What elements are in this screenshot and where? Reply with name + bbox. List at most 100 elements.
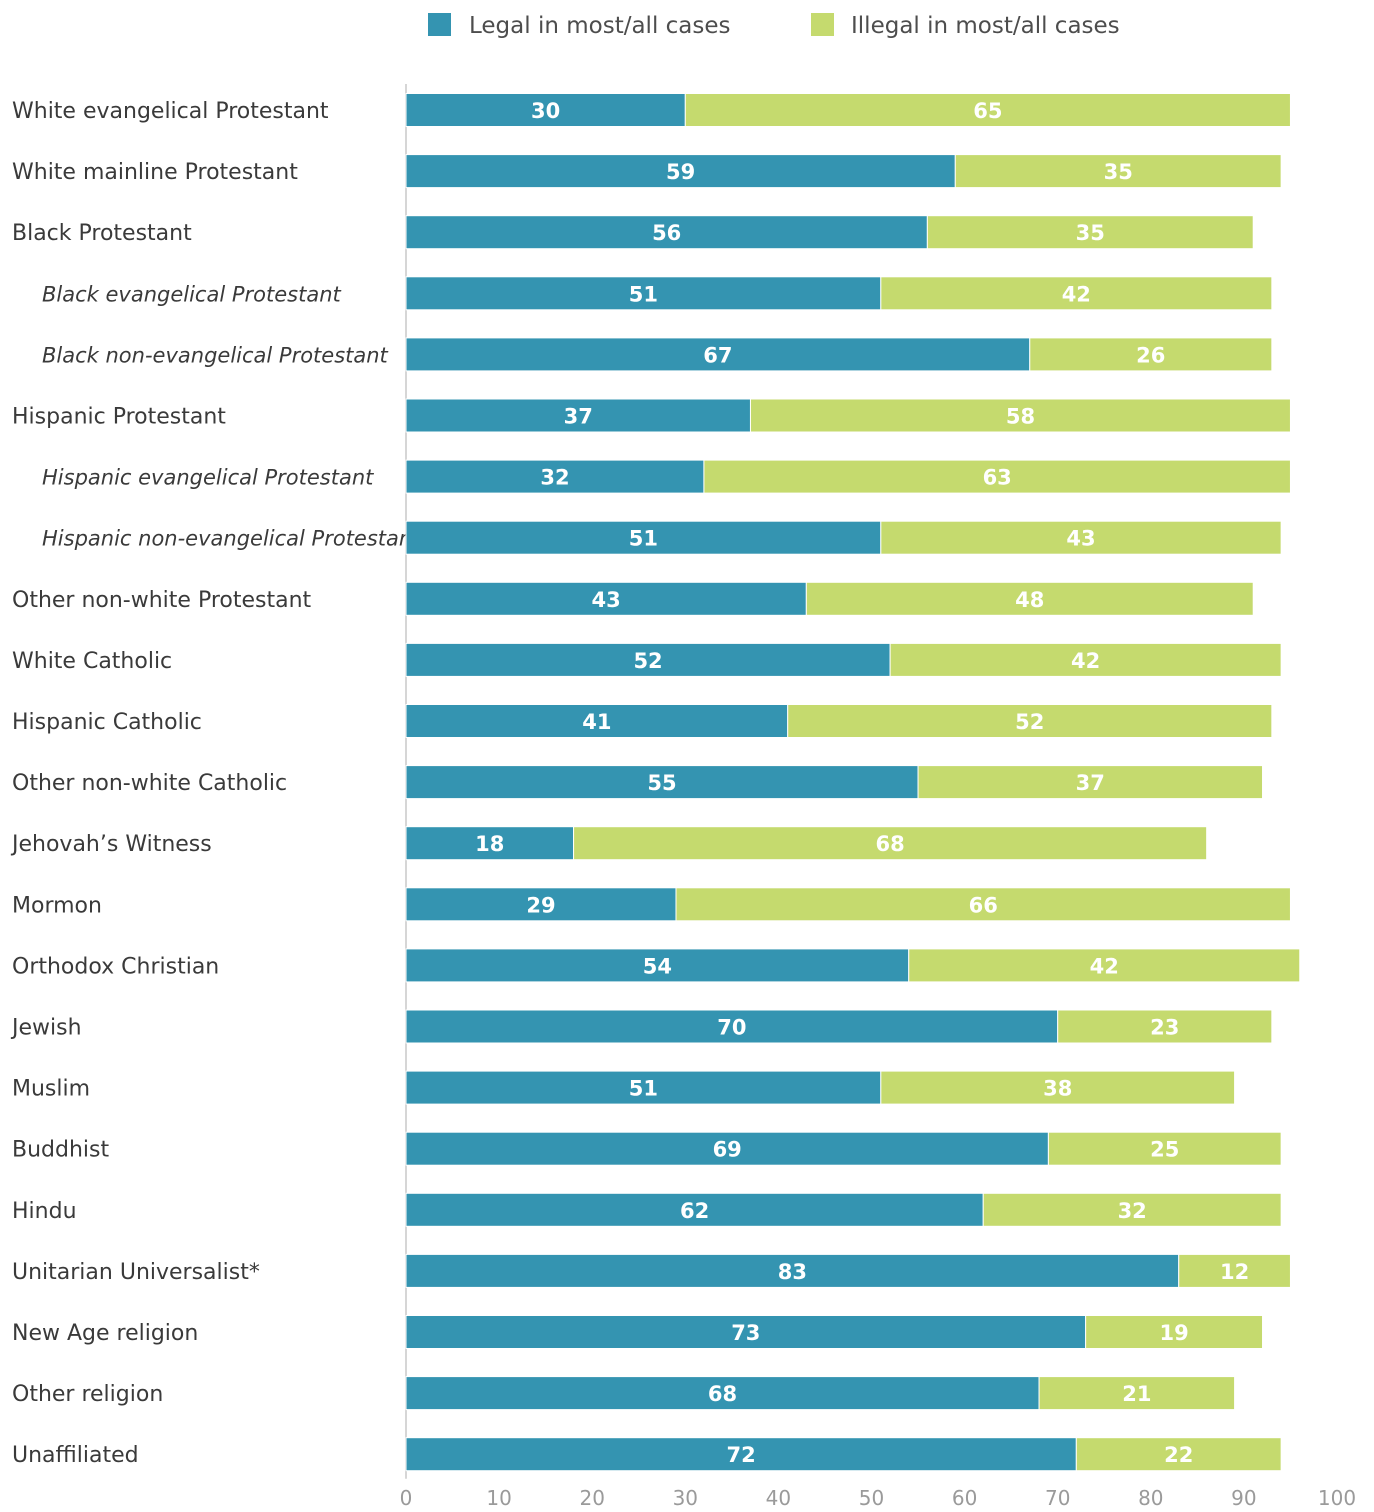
bar-legal [405,398,751,433]
bar-illegal [1029,337,1273,372]
bar-label-legal: 18 [475,832,504,856]
bar-label-illegal: 37 [1076,771,1105,795]
bar-legal [405,1192,984,1227]
bar-legal [405,1009,1059,1044]
bar-legal [405,215,928,250]
category-label: Black non-evangelical Protestant [42,343,389,367]
x-tick-label: 30 [673,1486,698,1510]
category-label: New Age religion [12,1321,198,1346]
bar-legal [405,93,686,127]
bar-label-illegal: 21 [1122,1382,1151,1406]
category-label: Jewish [10,1016,82,1041]
bar-label-legal: 51 [629,527,658,551]
category-label: Buddhist [12,1138,109,1163]
x-tick-label: 10 [486,1486,511,1510]
bar-label-legal: 30 [531,99,560,123]
category-label: White mainline Protestant [12,160,298,185]
bar-label-illegal: 58 [1006,405,1035,429]
bar-label-legal: 55 [647,771,676,795]
legend: Legal in most/all cases Illegal in most/a… [428,13,1120,39]
bar-label-legal: 43 [592,588,621,612]
bar-label-legal: 32 [540,466,569,490]
bar-label-legal: 73 [731,1321,760,1345]
category-label: Hispanic non-evangelical Protestant [42,527,421,551]
bar-legal [405,1131,1049,1166]
category-label: Hispanic Protestant [12,405,226,430]
bar-illegal [805,581,1254,616]
bar-illegal [1085,1315,1264,1349]
bar-legal [405,337,1031,372]
x-tick-label: 40 [766,1486,791,1510]
bar-illegal [880,1070,1236,1105]
bar-label-legal: 52 [633,649,662,673]
category-label: Other non-white Catholic [12,771,287,796]
bar-label-legal: 37 [564,405,593,429]
bar-illegal [982,1192,1282,1227]
x-tick-label: 0 [400,1486,413,1510]
bar-label-illegal: 42 [1071,649,1100,673]
bar-legal [405,887,677,922]
bar-label-illegal: 63 [983,466,1012,490]
bar-label-legal: 62 [680,1199,709,1223]
bar-label-illegal: 42 [1062,282,1091,306]
bar-illegal [889,642,1282,677]
bar-legal [405,276,882,311]
bar-label-legal: 83 [778,1260,807,1284]
bar-label-legal: 67 [703,343,732,367]
bar-label-illegal: 22 [1164,1443,1193,1467]
bar-label-legal: 41 [582,710,611,734]
bar-label-legal: 70 [717,1016,746,1040]
bar-label-illegal: 48 [1015,588,1044,612]
legend-swatch-0 [428,13,451,36]
category-label: Hispanic Catholic [12,710,202,735]
category-label: Black Protestant [12,221,192,246]
category-label: Muslim [12,1077,90,1102]
bar-illegal [908,948,1301,983]
bar-illegal [749,398,1291,433]
bar-label-illegal: 25 [1150,1138,1179,1162]
category-label: Unitarian Universalist* [12,1260,260,1285]
bar-label-illegal: 12 [1220,1260,1249,1284]
bar-label-illegal: 43 [1066,527,1095,551]
bar-illegal [703,459,1291,494]
bar-label-illegal: 35 [1104,160,1133,184]
bar-label-legal: 54 [643,954,672,978]
bar-illegal [1178,1253,1291,1288]
legend-label-1: Illegal in most/all cases [851,13,1120,39]
bar-label-illegal: 38 [1043,1077,1072,1101]
x-tick-label: 50 [859,1486,884,1510]
category-label: Black evangelical Protestant [42,282,342,306]
bar-legal [405,520,882,555]
bar-legal [405,459,705,494]
bar-illegal [1057,1009,1273,1044]
bar-illegal [1075,1437,1282,1472]
bar-label-legal: 68 [708,1382,737,1406]
bar-legal [405,826,575,861]
bar-illegal [1038,1376,1236,1411]
bar-illegal [880,276,1273,311]
bar-legal [405,1070,882,1105]
legend-label-0: Legal in most/all cases [469,13,731,39]
category-label: White Catholic [12,649,172,674]
bar-label-illegal: 42 [1090,954,1119,978]
bar-label-illegal: 26 [1136,343,1165,367]
x-axis: 0 10 20 30 40 50 60 70 80 90 100 [400,84,1356,1510]
bar-illegal [926,215,1254,250]
bar-legal [405,581,807,616]
bar-label-legal: 59 [666,160,695,184]
bar-label-illegal: 19 [1159,1321,1188,1345]
category-label: Mormon [12,893,102,918]
bar-label-illegal: 66 [969,893,998,917]
x-tick-label: 100 [1318,1486,1356,1510]
bar-illegal [1047,1131,1282,1166]
x-tick-label: 70 [1045,1486,1070,1510]
legend-swatch-1 [811,13,834,36]
bar-illegal [684,93,1291,127]
bar-legal [405,642,891,677]
category-label: Orthodox Christian [12,954,219,979]
category-label: Other non-white Protestant [12,588,312,613]
bar-label-legal: 51 [629,1077,658,1101]
bar-label-illegal: 32 [1118,1199,1147,1223]
bar-illegal [675,887,1291,922]
